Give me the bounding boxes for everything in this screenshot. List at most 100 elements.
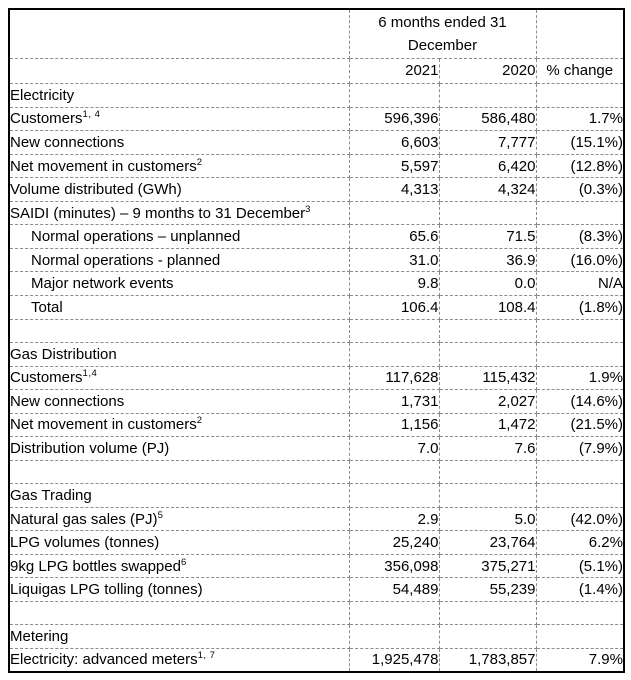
value-2021: 6,603 (348, 130, 440, 155)
value-pct-change: (7.9%) (535, 436, 625, 461)
section-empty-change (535, 83, 625, 108)
table-row: LPG volumes (tonnes) 25,240 23,764 6.2% (8, 530, 625, 555)
row-label: Natural gas sales (PJ)5 (8, 506, 350, 532)
value-2020: 1,472 (438, 412, 537, 438)
table-row: New connections 1,731 2,027 (14.6%) (8, 389, 625, 414)
section-empty-2020 (438, 624, 537, 649)
table-row: Total 106.4 108.4 (1.8%) (8, 294, 625, 320)
row-label: Normal operations – unplanned (8, 224, 350, 249)
footnote-marker: 1,4 (82, 368, 98, 380)
value-2020: 1,783,857 (438, 647, 537, 673)
spacer-change (535, 318, 625, 344)
value-2020: 108.4 (438, 294, 537, 320)
spacer-2021 (348, 318, 440, 344)
spacer-2020 (438, 318, 537, 344)
section-empty-2020 (438, 342, 537, 367)
value-2021: 596,396 (348, 106, 440, 132)
value-2020: 55,239 (438, 577, 537, 602)
footnote-marker: 3 (305, 203, 311, 215)
value-2020: 115,432 (438, 365, 537, 391)
footnote-marker: 6 (180, 556, 187, 568)
value-2021: 65.6 (348, 224, 440, 249)
value-2020: 5.0 (438, 506, 537, 532)
section-empty-2020 (438, 83, 537, 108)
spacer-2021 (348, 459, 440, 485)
spacer-change (535, 600, 625, 626)
header-years-row: 2021 2020 % change (8, 57, 625, 85)
section-empty-change (535, 342, 625, 367)
section-empty-2021 (348, 83, 440, 108)
value-2021: 106.4 (348, 294, 440, 320)
value-2020: 0.0 (438, 271, 537, 296)
row-label: Volume distributed (GWh) (8, 177, 350, 202)
spacer-change (535, 459, 625, 485)
value-pct-change: (42.0%) (535, 506, 625, 532)
value-pct-change (535, 200, 625, 226)
value-2021: 5,597 (348, 153, 440, 179)
section-title: Gas Distribution (8, 342, 350, 367)
section-empty-2021 (348, 483, 440, 508)
row-label: LPG volumes (tonnes) (8, 530, 350, 555)
value-pct-change: (0.3%) (535, 177, 625, 202)
value-2021: 117,628 (348, 365, 440, 391)
section-empty-2021 (348, 624, 440, 649)
section-header-row: Gas Distribution (8, 342, 625, 367)
value-pct-change: N/A (535, 271, 625, 296)
value-2021: 25,240 (348, 530, 440, 555)
value-pct-change: (1.4%) (535, 577, 625, 602)
value-2020: 7,777 (438, 130, 537, 155)
spacer-2021 (348, 600, 440, 626)
footnote-marker: 5 (157, 509, 164, 521)
value-2021: 1,156 (348, 412, 440, 438)
footnote-marker: 2 (196, 156, 203, 168)
table-row: SAIDI (minutes) – 9 months to 31 Decembe… (8, 200, 625, 226)
value-2021: 4,313 (348, 177, 440, 202)
operational-statistics-table-container: 6 months ended 31 December 2021 2020 % c… (8, 8, 625, 673)
spacer-row (8, 459, 625, 485)
table-row: Liquigas LPG tolling (tonnes) 54,489 55,23… (8, 577, 625, 602)
footnote-marker: 1, 4 (82, 109, 101, 121)
table-row: Normal operations – unplanned 65.6 71.5 (8.… (8, 224, 625, 249)
table-row: Major network events 9.8 0.0 N/A (8, 271, 625, 296)
header-year-2020: 2020 (438, 57, 537, 85)
table-row: Distribution volume (PJ) 7.0 7.6 (7.9%) (8, 436, 625, 461)
section-title: Gas Trading (8, 483, 350, 508)
value-2020: 6,420 (438, 153, 537, 179)
value-2021 (348, 200, 440, 226)
row-label: Customers1,4 (8, 365, 350, 391)
value-2020: 375,271 (438, 553, 537, 579)
value-pct-change: (21.5%) (535, 412, 625, 438)
value-2021: 7.0 (348, 436, 440, 461)
table-row: Customers1, 4 596,396 586,480 1.7% (8, 106, 625, 132)
section-title: Metering (8, 624, 350, 649)
row-label: Customers1, 4 (8, 106, 350, 132)
spacer-row (8, 600, 625, 626)
spacer-label (8, 459, 350, 485)
header-pct-change: % change (535, 57, 625, 85)
value-2020: 7.6 (438, 436, 537, 461)
spacer-row (8, 318, 625, 344)
footnote-marker: 1, 7 (197, 650, 216, 662)
value-2020: 36.9 (438, 247, 537, 273)
value-2020: 23,764 (438, 530, 537, 555)
footnote-marker: 2 (196, 415, 203, 427)
header-period-cell: 6 months ended 31 December (348, 8, 537, 59)
row-label: SAIDI (minutes) – 9 months to 31 Decembe… (8, 200, 350, 226)
row-label: New connections (8, 389, 350, 414)
spacer-label (8, 600, 350, 626)
value-pct-change: (15.1%) (535, 130, 625, 155)
row-label: Electricity: advanced meters1, 7 (8, 647, 350, 673)
section-empty-2021 (348, 342, 440, 367)
row-label: Normal operations - planned (8, 247, 350, 273)
value-pct-change: 7.9% (535, 647, 625, 673)
header-change-empty-cell (535, 8, 625, 59)
section-title: Electricity (8, 83, 350, 108)
value-2020: 586,480 (438, 106, 537, 132)
row-label: Major network events (8, 271, 350, 296)
section-header-row: Gas Trading (8, 483, 625, 508)
value-2021: 356,098 (348, 553, 440, 579)
value-pct-change: (12.8%) (535, 153, 625, 179)
header-period-label: 6 months ended 31 December (378, 13, 507, 54)
table-row: Electricity: advanced meters1, 7 1,925,47… (8, 647, 625, 673)
value-pct-change: 6.2% (535, 530, 625, 555)
